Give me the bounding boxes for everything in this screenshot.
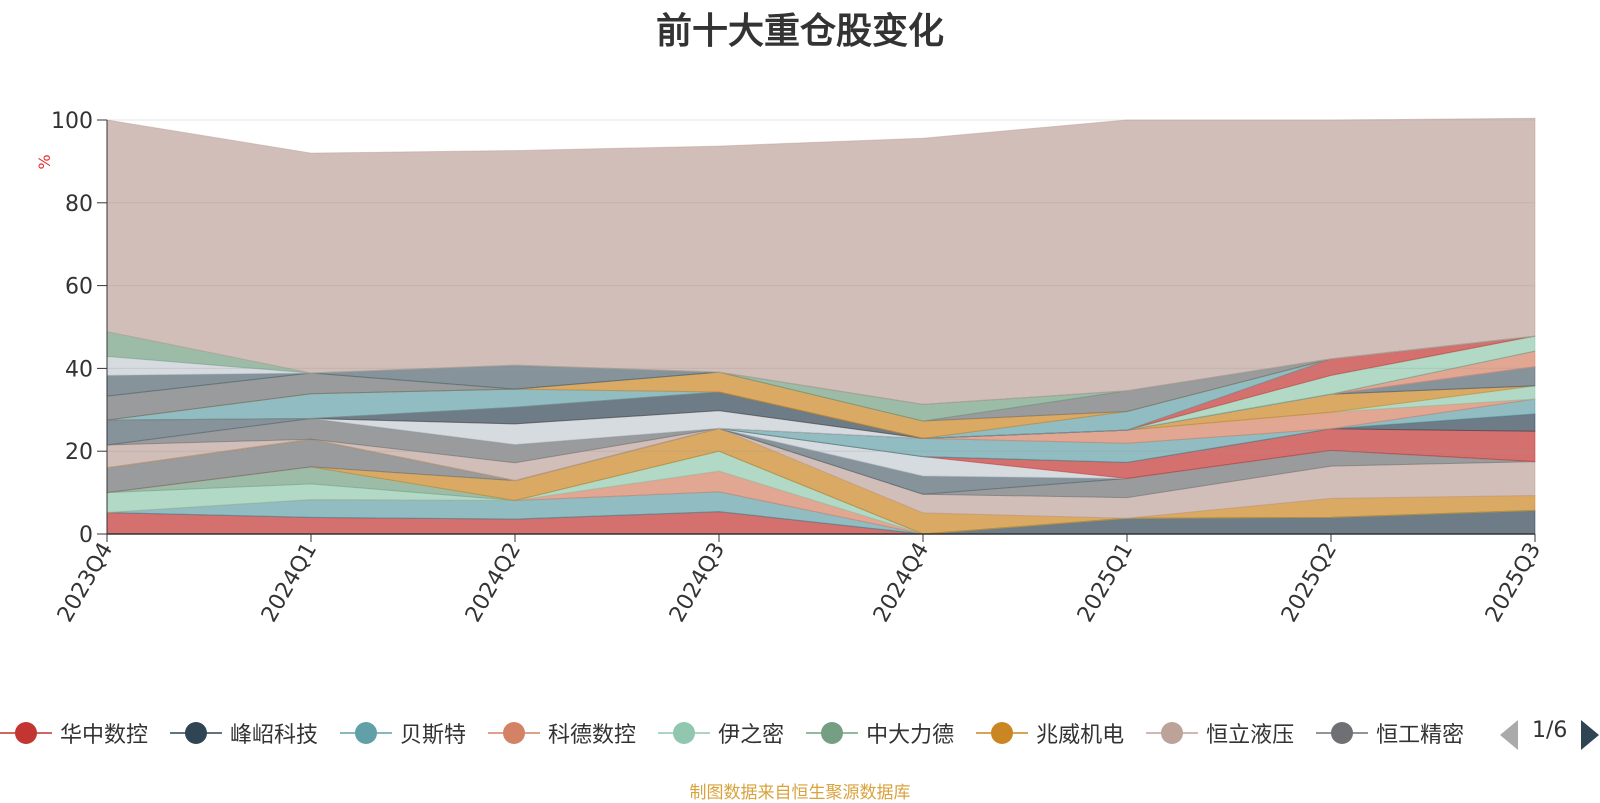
x-tick-label: 2024Q1 <box>257 539 322 627</box>
legend-label: 恒工精密 <box>1376 723 1465 748</box>
legend-label: 恒立液压 <box>1206 723 1295 748</box>
legend-item[interactable]: 恒工精密 <box>1316 716 1464 750</box>
y-tick-label: 40 <box>65 357 93 382</box>
legend-marker-icon <box>1316 722 1369 744</box>
x-tick-label: 2025Q3 <box>1481 539 1546 627</box>
legend-marker-icon <box>340 722 393 744</box>
legend-pager: 1/6 <box>1500 716 1600 750</box>
legend-label: 科德数控 <box>548 723 637 748</box>
legend-item[interactable]: 科德数控 <box>488 716 636 750</box>
legend-page-indicator: 1/6 <box>1532 718 1568 743</box>
chart-title: 前十大重仓股变化 <box>655 11 944 52</box>
legend-item[interactable]: 贝斯特 <box>340 716 466 750</box>
legend-label: 伊之密 <box>718 723 785 748</box>
y-tick-label: 0 <box>79 523 93 548</box>
legend-prev-page-icon[interactable] <box>1500 720 1518 750</box>
area-series-group <box>106 117 1536 535</box>
x-tick-label: 2023Q4 <box>53 539 118 627</box>
legend-label: 峰岹科技 <box>230 723 319 748</box>
legend-marker-icon <box>170 722 223 744</box>
legend-label: 中大力德 <box>866 723 955 748</box>
y-tick-label: 60 <box>65 275 93 300</box>
legend-item[interactable]: 中大力德 <box>806 716 954 750</box>
x-tick-label: 2024Q2 <box>461 539 526 627</box>
x-tick-label: 2025Q2 <box>1277 539 1342 627</box>
legend-marker-icon <box>488 722 541 744</box>
legend-marker-icon <box>0 722 52 744</box>
y-tick-label: 80 <box>65 192 93 217</box>
area-series-33 <box>106 117 1536 405</box>
legend-label: 贝斯特 <box>400 723 467 748</box>
x-tick-label: 2024Q3 <box>665 539 730 627</box>
data-source-footer: 制图数据来自恒生聚源数据库 <box>689 783 911 803</box>
legend-item[interactable]: 峰岹科技 <box>170 716 318 750</box>
legend-label: 兆威机电 <box>1036 723 1125 748</box>
legend: 华中数控 峰岹科技 贝斯特 科德数控 伊之密 中大力德 兆威机电 恒立液压 恒工精密 <box>0 700 1478 760</box>
legend-marker-icon <box>806 722 859 744</box>
legend-marker-icon <box>976 722 1029 744</box>
x-tick-label: 2025Q1 <box>1073 539 1138 627</box>
y-tick-label: 20 <box>65 440 93 465</box>
x-tick-label: 2024Q4 <box>869 539 934 627</box>
legend-label: 华中数控 <box>60 723 149 748</box>
legend-item[interactable]: 兆威机电 <box>976 716 1124 750</box>
legend-marker-icon <box>658 722 711 744</box>
legend-item[interactable]: 恒立液压 <box>1146 716 1294 750</box>
y-axis-unit-label: % <box>35 154 54 169</box>
stacked-area-chart: 0 20 40 60 80 100% 2023Q4 2024Q1 2024Q2 2024Q3 202… <box>35 109 1546 627</box>
legend-item[interactable]: 华中数控 <box>0 716 148 750</box>
grid-lines <box>107 119 1535 452</box>
legend-marker-icon <box>1146 722 1199 744</box>
legend-next-page-icon[interactable] <box>1581 720 1599 750</box>
y-tick-label: 100 <box>51 109 93 134</box>
legend-item[interactable]: 伊之密 <box>658 716 784 750</box>
